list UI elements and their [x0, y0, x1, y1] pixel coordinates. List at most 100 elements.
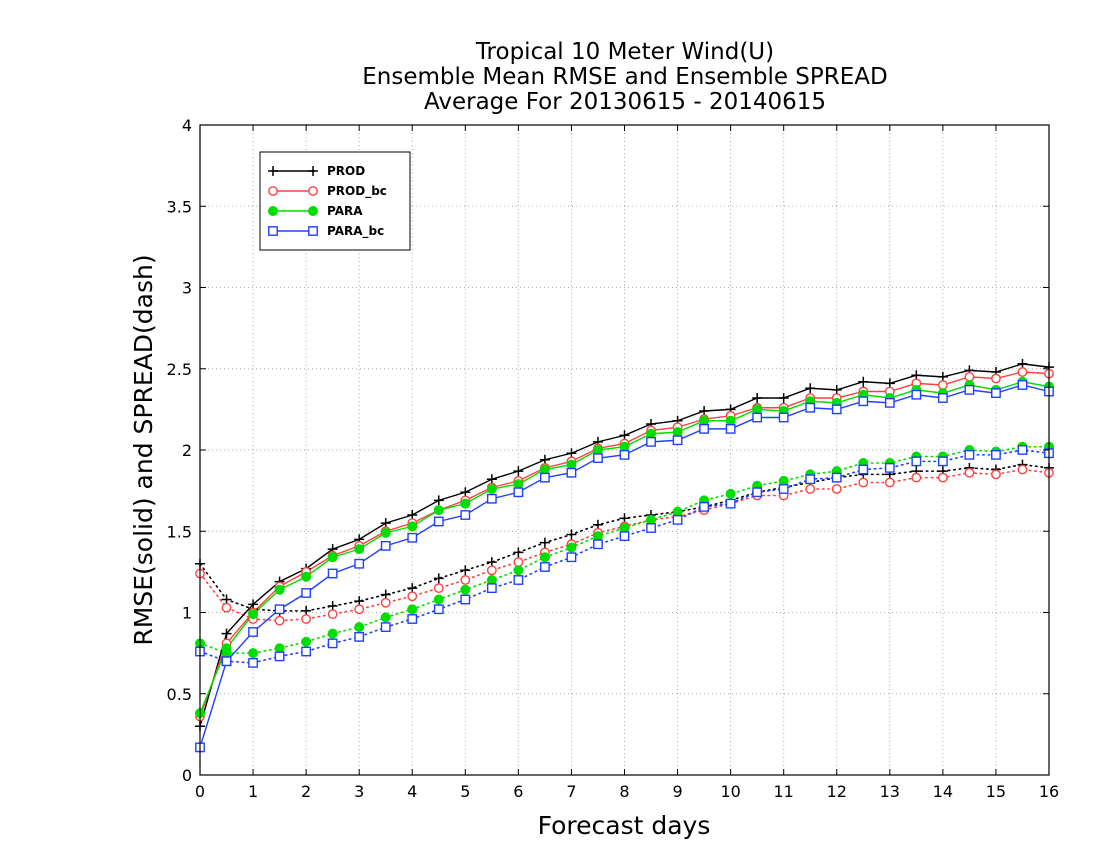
rmse-point-para-bc — [1017, 380, 1028, 390]
legend-marker-prod-bc — [268, 186, 278, 196]
x-axis-title: Forecast days — [538, 811, 711, 840]
rmse-point-prod — [805, 383, 816, 394]
spread-point-prod-bc — [433, 583, 444, 594]
y-axis-title: RMSE(solid) and SPREAD(dash) — [129, 254, 158, 645]
spread-point-para-bc — [433, 604, 444, 615]
legend-item-para-bc: PARA_bc — [268, 224, 384, 239]
rmse-point-para-bc — [327, 568, 338, 579]
rmse-point-prod-bc — [937, 380, 948, 390]
spread-point-para-bc — [593, 539, 603, 550]
spread-point-prod — [460, 565, 471, 576]
spread-point-para-bc — [327, 638, 338, 649]
x-tick-label: 0 — [195, 782, 205, 801]
spread-point-para-bc — [380, 622, 391, 633]
spread-point-para — [513, 565, 524, 576]
y-tick-label: 4 — [182, 116, 192, 135]
spread-point-para-bc — [619, 531, 630, 542]
rmse-point-para-bc — [407, 532, 418, 543]
y-tick-label: 2.5 — [167, 360, 192, 379]
rmse-point-prod — [433, 495, 444, 506]
spread-point-para — [566, 542, 577, 553]
legend-marker-prod — [268, 166, 278, 176]
spread-point-para-bc — [725, 498, 736, 509]
rmse-point-para — [513, 479, 524, 490]
rmse-point-para-bc — [699, 423, 709, 434]
spread-point-prod-bc — [964, 467, 975, 478]
spread-point-para-bc — [964, 449, 975, 460]
x-tick-label: 7 — [566, 782, 576, 801]
spread-point-prod-bc — [513, 557, 524, 568]
rmse-point-para-bc — [805, 402, 816, 413]
rmse-point-para-bc — [593, 453, 603, 464]
spread-point-para-bc — [884, 462, 895, 473]
x-tick-label: 6 — [513, 782, 523, 801]
rmse-point-para — [248, 609, 259, 620]
rmse-point-prod — [221, 628, 232, 639]
rmse-point-para-bc — [858, 396, 869, 407]
legend-label-para: PARA — [327, 204, 363, 218]
rmse-point-para — [725, 415, 736, 426]
spread-point-para-bc — [407, 614, 418, 624]
rmse-point-prod-bc — [991, 373, 1001, 384]
x-tick-label: 15 — [986, 782, 1006, 801]
spread-point-para-bc — [937, 456, 948, 467]
rmse-point-para — [221, 643, 232, 654]
rmse-point-para — [619, 441, 630, 452]
rmse-point-prod — [752, 393, 763, 403]
spread-point-para-bc — [911, 456, 922, 467]
rmse-point-para — [486, 484, 497, 494]
rmse-point-para-bc — [248, 627, 258, 637]
y-tick-label: 1 — [182, 604, 192, 623]
rmse-point-para-bc — [540, 472, 550, 483]
spread-point-para-bc — [646, 523, 656, 533]
rmse-point-para — [672, 427, 683, 438]
x-axis-ticks: 0 1 2 3 4 5 6 7 8 9 10 11 12 13 14 15 16 — [195, 125, 1059, 801]
spread-point-para — [486, 575, 497, 585]
x-tick-label: 2 — [301, 782, 311, 801]
y-tick-label: 3.5 — [167, 197, 192, 216]
rmse-point-para-bc — [778, 412, 789, 423]
spread-point-para-bc — [354, 631, 365, 642]
rmse-point-para-bc — [646, 436, 656, 447]
spread-point-para-bc — [831, 472, 842, 483]
rmse-point-para — [460, 498, 471, 509]
spread-point-para-bc — [699, 501, 709, 512]
rmse-point-para — [380, 527, 391, 538]
spread-point-prod-bc — [805, 484, 816, 494]
rmse-point-para — [539, 464, 550, 475]
spread-point-prod-bc — [327, 609, 338, 620]
spread-point-prod — [566, 529, 577, 540]
x-tick-label: 10 — [720, 782, 740, 801]
spread-point-para-bc — [991, 449, 1001, 460]
x-tick-label: 3 — [354, 782, 364, 801]
spread-point-para — [274, 643, 285, 654]
y-tick-label: 0 — [182, 766, 192, 785]
rmse-point-prod-bc — [1017, 367, 1028, 377]
rmse-point-para-bc — [991, 388, 1001, 399]
rmse-point-para-bc — [221, 656, 232, 667]
rmse-point-para-bc — [566, 467, 577, 478]
spread-point-para — [407, 604, 418, 615]
rmse-point-para — [646, 428, 657, 439]
spread-point-prod-bc — [460, 575, 471, 585]
rmse-point-para — [274, 584, 285, 595]
rmse-point-para — [407, 521, 418, 532]
spread-point-para — [327, 628, 338, 639]
legend-box — [259, 151, 411, 251]
rmse-point-para-bc — [752, 412, 763, 423]
spread-point-para-bc — [858, 464, 869, 475]
rmse-point-para-bc — [380, 540, 391, 551]
spread-point-para-bc — [486, 583, 497, 594]
legend: PROD PROD_bc PARA PARA_bc — [259, 151, 411, 251]
x-tick-label: 14 — [933, 782, 953, 801]
chart-title-line-3: Average For 20130615 - 20140615 — [424, 89, 826, 115]
spread-point-para — [433, 594, 444, 605]
spread-point-para-bc — [248, 657, 258, 668]
rmse-point-para-bc — [274, 604, 285, 615]
chart-title-line-1: Tropical 10 Meter Wind(U) — [475, 39, 774, 65]
spread-point-para — [380, 612, 391, 623]
rmse-point-para — [699, 415, 710, 426]
chart-title-line-2: Ensemble Mean RMSE and Ensemble SPREAD — [362, 64, 887, 90]
spread-line-para-bc — [199, 449, 1050, 664]
